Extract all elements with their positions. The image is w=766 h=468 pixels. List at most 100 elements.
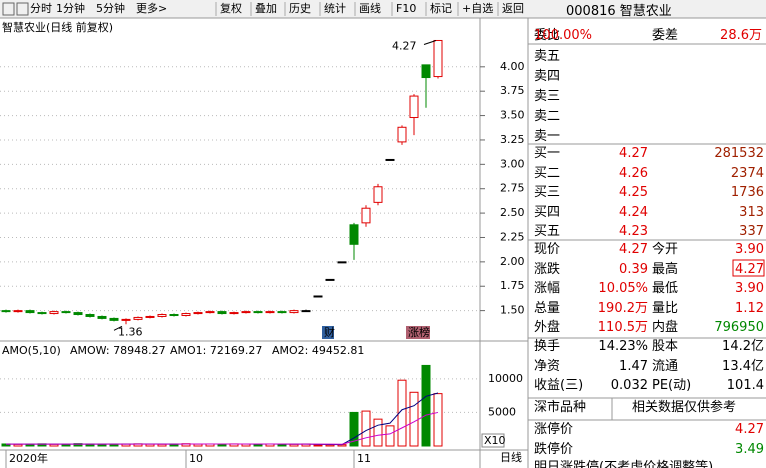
candle-body: [61, 311, 71, 314]
stat-value: 110.5万: [597, 320, 648, 335]
candle-body: [265, 311, 275, 314]
volume-bar: [397, 379, 407, 447]
scale-label: X10: [484, 434, 506, 447]
candle-body: [325, 278, 335, 281]
bid-volume: 281532: [714, 146, 764, 161]
toolbar-button[interactable]: 历史: [289, 2, 311, 15]
candle-body: [97, 315, 107, 319]
y-tick-label: 1.75: [500, 279, 525, 292]
toolbar-button[interactable]: 分时: [30, 2, 52, 15]
fin-label: 净资: [534, 358, 561, 374]
bid-volume: 2374: [730, 165, 764, 181]
stat-label: 量比: [652, 300, 679, 316]
candle-body: [385, 158, 395, 161]
ma-line: [5, 411, 439, 445]
toolbar-button[interactable]: 标记: [430, 1, 452, 15]
stat-label: 涨跌: [534, 261, 561, 277]
toolbar-button[interactable]: 返回: [502, 2, 524, 15]
badge: [322, 326, 334, 339]
bid-price: 4.26: [619, 165, 648, 181]
stat-label: 最低: [652, 281, 679, 296]
candle-body: [277, 311, 287, 314]
annotation-arrow: [423, 40, 437, 45]
toolbar-button[interactable]: 统计: [324, 2, 346, 15]
candle-body: [301, 310, 311, 313]
ratio-cell: 100.00%: [534, 28, 592, 43]
toolbar-button[interactable]: 叠加: [255, 2, 277, 15]
candle-body: [85, 314, 95, 317]
bid-price: 4.25: [619, 185, 648, 200]
toolbar-button[interactable]: F10: [396, 2, 416, 15]
y-tick-label: 3.75: [500, 84, 525, 97]
y-tick-label: 4.00: [500, 60, 525, 73]
bid-price: 4.27: [619, 146, 648, 161]
stat-label: 今开: [652, 242, 679, 257]
candle-body: [73, 312, 83, 316]
toolbar-button[interactable]: 复权: [220, 1, 242, 15]
period-label: 日线: [500, 450, 522, 464]
candle-body: [37, 312, 47, 315]
toolbar-button[interactable]: 1分钟: [56, 1, 85, 15]
bid-label: 买一: [534, 146, 561, 161]
high-box: [732, 259, 765, 277]
ratio-cell: 委比: [534, 28, 561, 43]
limit-value: 4.27: [735, 422, 764, 437]
badge-label[interactable]: 财: [324, 325, 335, 339]
stat-value: 4.27: [619, 242, 648, 257]
stat-value: 796950: [714, 320, 764, 335]
market-label: 深市品种: [534, 400, 587, 415]
y-tick-label: 1.50: [500, 304, 525, 317]
ask-label: 卖四: [534, 69, 561, 84]
y-tick-label: 3.00: [500, 157, 525, 170]
candle-body: [145, 315, 155, 318]
bid-volume: 337: [739, 224, 764, 239]
candle-body: [241, 311, 251, 314]
fin-label: 换手: [534, 339, 561, 354]
candle-body: [289, 310, 299, 314]
volume-bar: [409, 391, 419, 447]
y-tick-label: 10000: [488, 372, 523, 385]
limit-note: 明日涨跌停(不考虑价格调整等): [534, 460, 714, 468]
x-tick-label: 2020年: [9, 451, 48, 465]
bid-price: 4.23: [619, 224, 648, 239]
candle-body: [133, 316, 143, 320]
stat-label: 内盘: [652, 320, 679, 335]
bid-label: 买三: [534, 185, 561, 200]
candle-body: [205, 311, 215, 314]
candle-body: [433, 39, 443, 78]
ask-label: 卖二: [534, 109, 561, 124]
candle-body: [109, 317, 119, 321]
candle-body: [181, 313, 191, 316]
stat-value: 1.12: [735, 300, 764, 316]
ratio-cell: 28.6万: [720, 28, 762, 43]
y-tick-label: 2.00: [500, 255, 525, 268]
bid-label: 买五: [534, 224, 561, 239]
volume-title: AMO(5,10): [2, 344, 61, 357]
chart-title: 智慧农业(日线 前复权): [2, 20, 113, 34]
stat-value: 3.90: [735, 242, 764, 257]
badge-label[interactable]: 涨榜: [408, 325, 430, 339]
toolbar-button[interactable]: 画线: [359, 1, 381, 15]
stat-value: 4.27: [735, 261, 764, 277]
candle-body: [337, 261, 347, 264]
toolbar-icon[interactable]: [16, 2, 29, 16]
candle-body: [229, 312, 239, 315]
candle-body: [121, 318, 131, 321]
candle-body: [349, 224, 359, 245]
ask-label: 卖一: [534, 129, 561, 144]
volume-bar: [385, 425, 395, 447]
x-tick-label: 11: [357, 452, 371, 465]
candle-body: [361, 207, 371, 224]
toolbar-icon[interactable]: [2, 2, 15, 16]
candle-body: [217, 311, 227, 315]
fin-label: PE(动): [652, 378, 692, 393]
volume-legend: AMOW: 78948.27: [70, 344, 166, 357]
toolbar-button[interactable]: 更多>: [136, 1, 167, 15]
badge: [406, 326, 430, 339]
limit-label: 跌停价: [534, 441, 574, 457]
toolbar-button[interactable]: 5分钟: [96, 1, 125, 15]
volume-bar: [421, 364, 431, 447]
toolbar-button[interactable]: +自选: [462, 2, 493, 15]
bid-label: 买四: [534, 204, 561, 220]
